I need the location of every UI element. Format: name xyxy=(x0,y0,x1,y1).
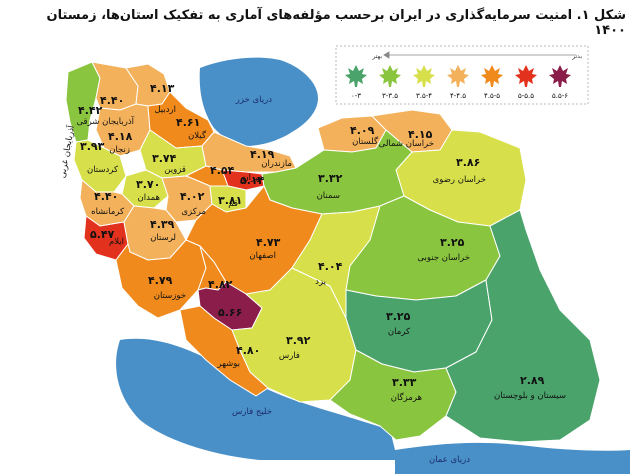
map-title: شکل ۱. امنیت سرمایه‌گذاری در ایران برحسب… xyxy=(46,8,626,38)
legend-leaf-icon xyxy=(447,65,469,87)
value-n-khorasan: ۴.۱۵ xyxy=(408,128,433,141)
value-chaharmahal: ۴.۸۲ xyxy=(208,278,233,291)
legend-bin-3: ۴-۴.۵ xyxy=(450,92,466,100)
legend-leaf-icon xyxy=(345,65,367,87)
value-alborz: ۴.۵۴ xyxy=(210,164,235,177)
value-zanjan: ۴.۱۸ xyxy=(108,130,133,143)
name-lorestan: لرستان xyxy=(150,233,176,243)
value-bushehr: ۴.۸۰ xyxy=(236,344,260,357)
value-e-azar: ۴.۴۰ xyxy=(100,94,124,107)
name-hormozgan: هرمزگان xyxy=(391,392,422,403)
value-markazi: ۴.۰۲ xyxy=(180,190,205,203)
value-hormozgan: ۳.۳۳ xyxy=(392,376,417,389)
name-mazandaran: مازندران xyxy=(261,159,292,169)
name-bushehr: بوشهر xyxy=(217,359,241,369)
name-n-khorasan: خراسان شمالی xyxy=(379,139,434,149)
name-yazd: یزد xyxy=(315,277,326,287)
value-yazd: ۴.۰۴ xyxy=(318,260,343,273)
name-khuzestan: خوزستان xyxy=(154,291,186,301)
name-ilam: ایلام xyxy=(109,237,124,247)
name-kermanshah: کرمانشاه xyxy=(91,207,125,217)
value-khorasan-razavi: ۳.۸۶ xyxy=(456,156,480,169)
name-zanjan: زنجان xyxy=(109,145,130,155)
name-qazvin: قزوین xyxy=(164,165,186,175)
value-s-khorasan: ۳.۲۵ xyxy=(440,236,465,249)
province-kurdistan xyxy=(73,139,127,193)
oman-label: دریای عمان xyxy=(429,455,470,465)
value-kohgiluyeh: ۵.۶۶ xyxy=(218,306,242,319)
value-isfahan: ۴.۷۳ xyxy=(256,236,281,249)
value-fars: ۳.۹۲ xyxy=(286,334,311,347)
legend-bin-5: ۵-۵.۵ xyxy=(518,92,534,100)
value-sistan: ۲.۸۹ xyxy=(520,374,545,387)
province-sistan xyxy=(445,209,601,443)
legend-better-label: بهتر xyxy=(371,53,382,60)
value-w-azar: ۴.۴۲ xyxy=(78,104,103,117)
legend-bin-6: ۵.۵-۶ xyxy=(552,92,568,100)
legend-leaf-icon xyxy=(515,65,537,87)
gulf-of-oman xyxy=(395,442,630,474)
name-ardabil: اردبیل xyxy=(154,105,176,115)
name-markazi: مرکزی xyxy=(181,207,206,217)
caspian-label: دریای خزر xyxy=(235,95,272,105)
value-kurdistan: ۳.۹۳ xyxy=(80,140,105,153)
name-hamadan: همدان xyxy=(138,193,160,203)
name-sistan: سیستان و بلوچستان xyxy=(494,391,566,401)
value-ilam: ۵.۴۷ xyxy=(90,228,115,241)
name-e-azar: آذربایجان شرقی xyxy=(76,115,134,127)
legend-leaf-icon xyxy=(379,65,401,87)
name-w-azar: آذربایجان غربی xyxy=(56,124,77,179)
value-khuzestan: ۴.۷۹ xyxy=(148,274,173,287)
legend-bin-1: ۳-۳.۵ xyxy=(382,92,398,100)
value-qom: ۳.۸۱ xyxy=(218,194,242,207)
legend-worse-label: بدتر xyxy=(571,53,582,60)
legend-bin-4: ۴.۵-۵ xyxy=(484,92,500,100)
name-golestan: گلستان xyxy=(352,136,379,147)
legend: بهتر بدتر ۰-۳ ۳-۳.۵ ۳.۵-۴ ۴-۴.۵ ۴.۵-۵ ۵-… xyxy=(335,45,589,105)
legend-bin-0: ۰-۳ xyxy=(351,92,361,100)
value-qazvin: ۳.۷۴ xyxy=(152,152,177,165)
value-golestan: ۴.۰۹ xyxy=(350,124,375,137)
value-semnan: ۳.۳۲ xyxy=(318,172,343,185)
name-kurdistan: کردستان xyxy=(87,165,119,175)
value-gilan: ۴.۶۱ xyxy=(176,116,200,129)
name-s-khorasan: خراسان جنوبی xyxy=(417,253,470,263)
value-mazandaran: ۴.۱۹ xyxy=(250,148,275,161)
name-isfahan: اصفهان xyxy=(249,251,276,261)
name-gilan: گیلان xyxy=(188,130,207,141)
gulf-label: خلیج فارس xyxy=(232,407,272,417)
value-ardabil: ۴.۱۳ xyxy=(150,82,175,95)
legend-bin-2: ۳.۵-۴ xyxy=(416,92,432,100)
name-kerman: کرمان xyxy=(388,327,411,337)
name-qom: قم xyxy=(228,199,238,209)
value-hamadan: ۳.۷۰ xyxy=(136,178,160,191)
name-khorasan-razavi: خراسان رضوی xyxy=(433,175,486,185)
name-semnan: سمنان xyxy=(317,191,340,201)
legend-leaf-icon xyxy=(413,65,435,87)
legend-leaf-icon xyxy=(481,65,503,87)
value-tehran: ۵.۱۴ xyxy=(240,174,265,187)
name-fars: فارس xyxy=(279,351,300,361)
name-tehran: تهران xyxy=(242,173,262,183)
value-kerman: ۳.۲۵ xyxy=(386,310,411,323)
caspian-sea xyxy=(199,57,318,146)
value-lorestan: ۴.۳۹ xyxy=(150,218,175,231)
value-kermanshah: ۴.۴۰ xyxy=(94,190,118,203)
persian-gulf xyxy=(116,338,395,460)
legend-leaf-icon xyxy=(549,65,571,87)
